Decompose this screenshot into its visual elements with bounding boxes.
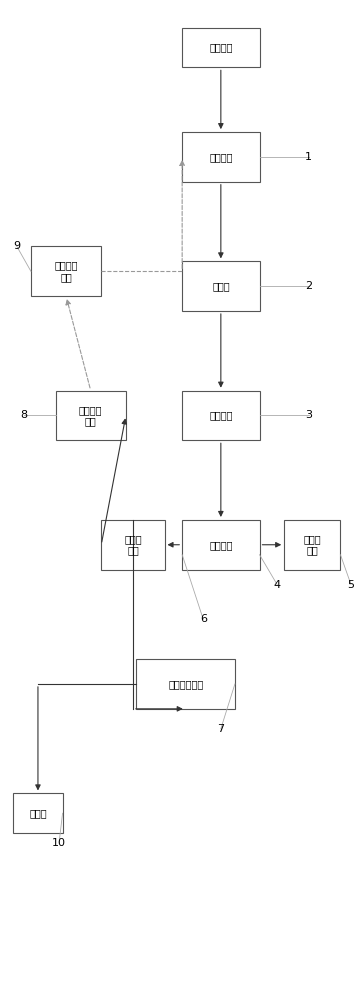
Text: 4: 4 xyxy=(274,580,281,590)
Text: 2: 2 xyxy=(305,281,312,291)
Text: 预处理池: 预处理池 xyxy=(209,152,233,162)
Text: 脱硫废水: 脱硫废水 xyxy=(209,43,233,53)
FancyBboxPatch shape xyxy=(136,659,235,709)
Text: 软化池: 软化池 xyxy=(212,281,229,291)
FancyBboxPatch shape xyxy=(31,246,101,296)
Text: 7: 7 xyxy=(217,724,224,734)
Text: 反渗透膜
装置: 反渗透膜 装置 xyxy=(79,405,102,426)
FancyBboxPatch shape xyxy=(182,261,260,311)
Text: 碱化回收
装置: 碱化回收 装置 xyxy=(54,260,78,282)
Text: 1: 1 xyxy=(305,152,312,162)
FancyBboxPatch shape xyxy=(101,520,165,570)
FancyBboxPatch shape xyxy=(182,28,260,67)
Text: 6: 6 xyxy=(200,614,207,624)
Text: 电渗析器: 电渗析器 xyxy=(209,540,233,550)
FancyBboxPatch shape xyxy=(182,520,260,570)
FancyBboxPatch shape xyxy=(182,132,260,182)
Text: 5: 5 xyxy=(348,580,354,590)
Text: 超滤装置: 超滤装置 xyxy=(209,410,233,420)
Text: 淡水储
蓄罐: 淡水储 蓄罐 xyxy=(304,534,321,556)
FancyBboxPatch shape xyxy=(182,391,260,440)
Text: 浓水储
蓄罐: 浓水储 蓄罐 xyxy=(124,534,142,556)
FancyBboxPatch shape xyxy=(284,520,340,570)
Text: 10: 10 xyxy=(52,838,66,848)
Text: 固液分离装置: 固液分离装置 xyxy=(168,679,203,689)
Text: 8: 8 xyxy=(20,410,28,420)
FancyBboxPatch shape xyxy=(55,391,126,440)
Text: 9: 9 xyxy=(13,241,20,251)
Text: 蒸发器: 蒸发器 xyxy=(29,808,47,818)
Text: 3: 3 xyxy=(305,410,312,420)
FancyBboxPatch shape xyxy=(13,793,63,833)
